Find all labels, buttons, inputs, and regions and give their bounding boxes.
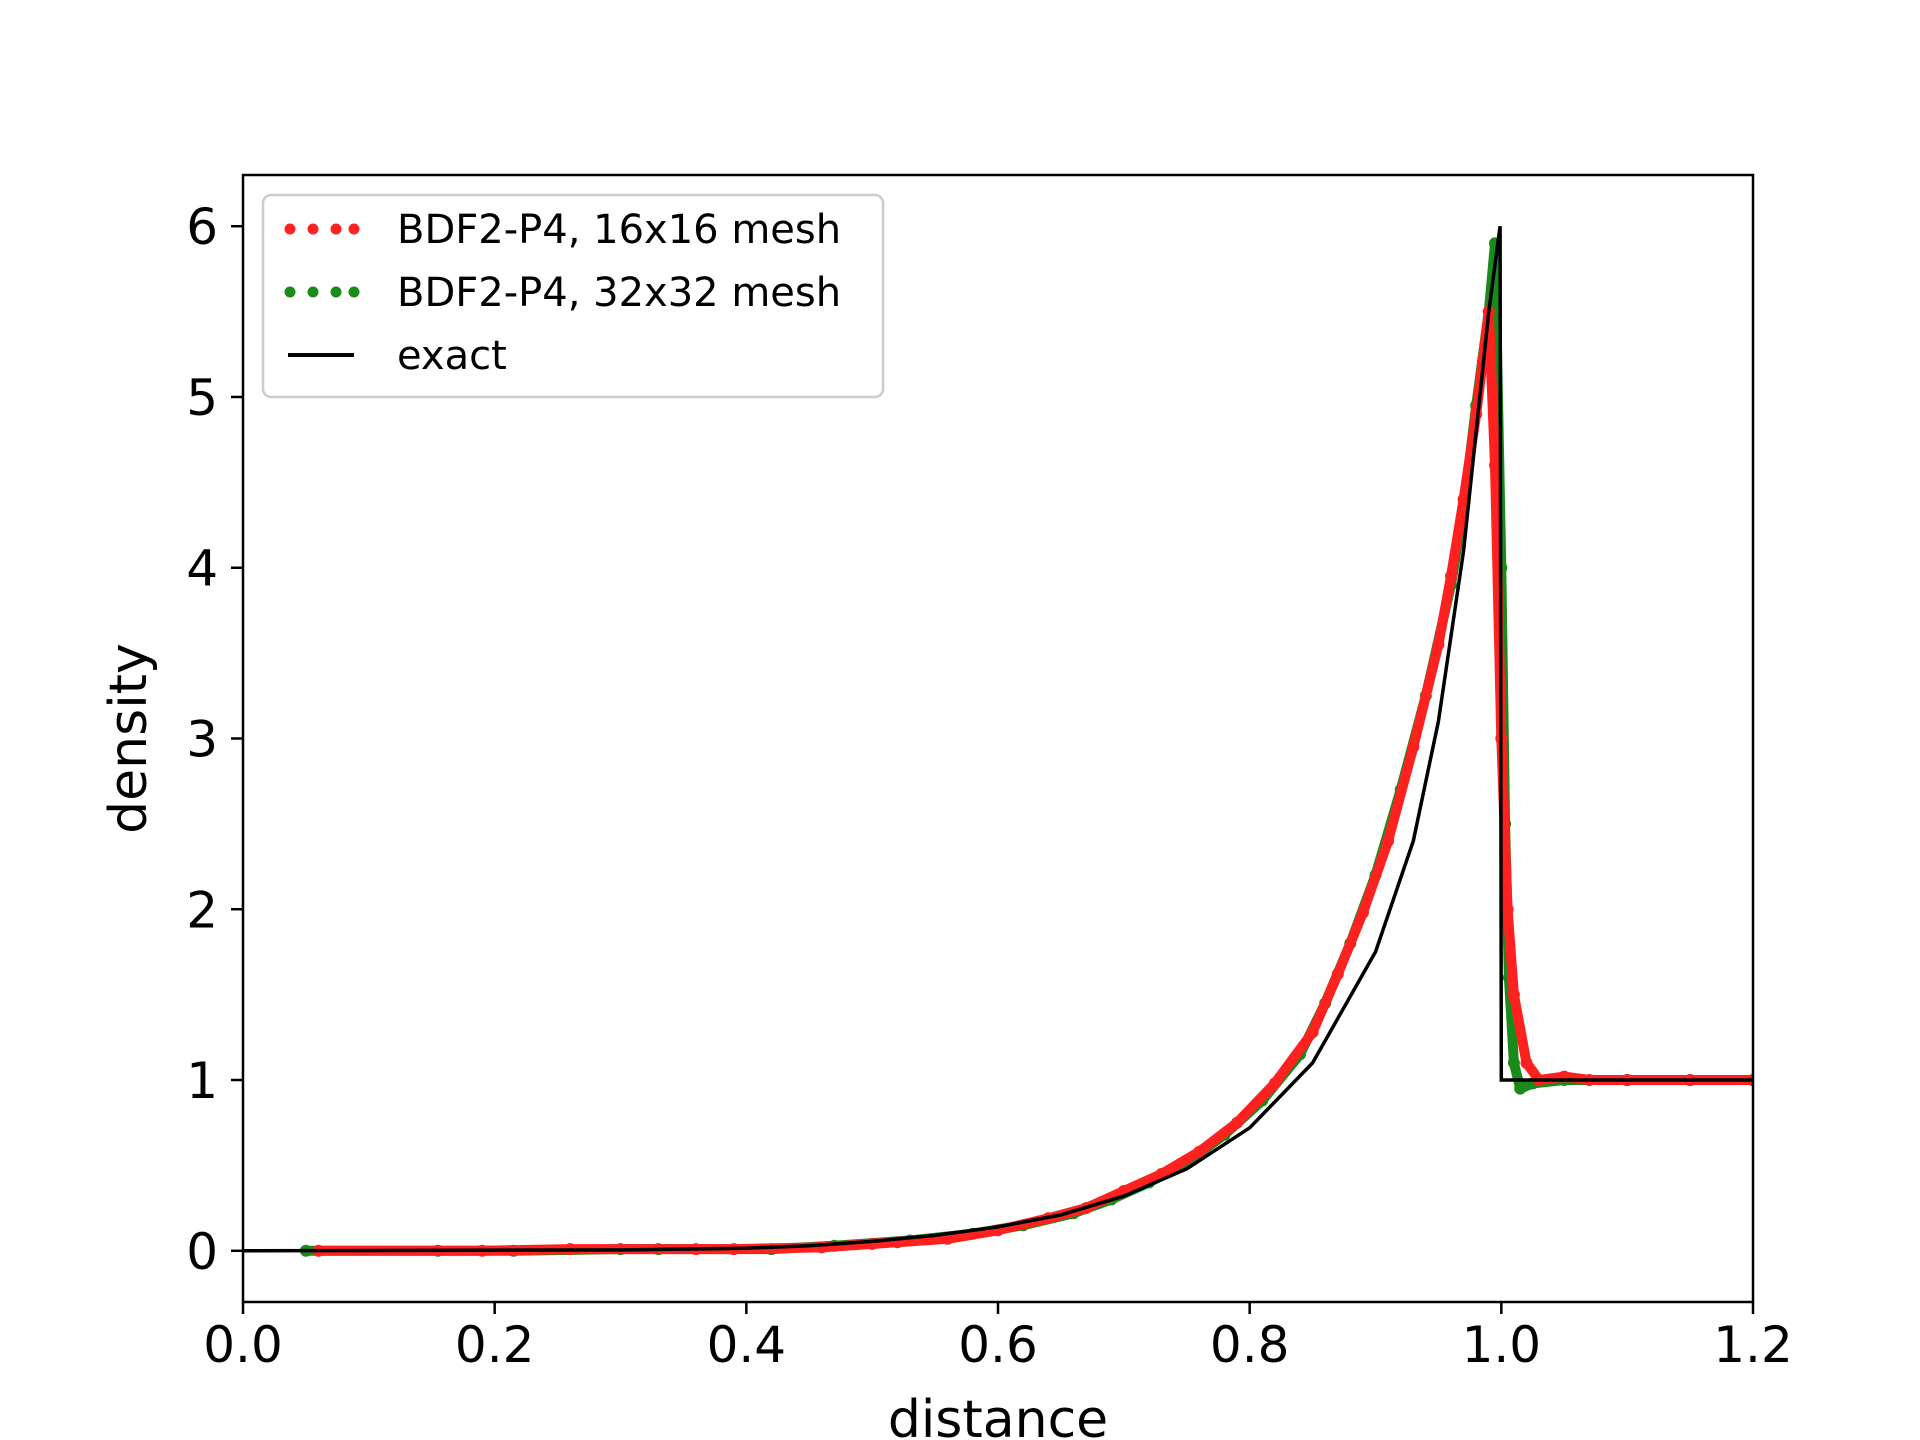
x-tick-label: 0.4 bbox=[707, 1316, 787, 1374]
legend-swatch-dot bbox=[284, 286, 296, 298]
y-tick-label: 6 bbox=[186, 198, 218, 256]
legend-swatch-dot bbox=[330, 286, 342, 298]
data-point bbox=[1457, 493, 1470, 506]
legend-swatch-dot bbox=[307, 223, 319, 235]
data-point bbox=[1356, 906, 1369, 919]
data-point bbox=[1407, 741, 1420, 753]
legend-label: exact bbox=[397, 333, 507, 379]
data-point bbox=[1331, 968, 1344, 981]
legend-swatch-dot bbox=[348, 223, 360, 235]
data-point bbox=[1432, 638, 1445, 651]
legend-swatch-dot bbox=[307, 286, 319, 298]
legend-label: BDF2-P4, 16x16 mesh bbox=[397, 207, 841, 253]
exact-line bbox=[243, 225, 1753, 1253]
series-exact bbox=[243, 225, 1753, 1253]
y-tick-label: 2 bbox=[186, 881, 218, 939]
y-tick-label: 0 bbox=[186, 1223, 218, 1281]
data-point bbox=[1306, 1026, 1319, 1039]
data-point bbox=[1382, 835, 1395, 847]
legend-swatch-dot bbox=[330, 223, 342, 235]
data-point bbox=[1231, 1116, 1244, 1129]
series-layer bbox=[243, 225, 1753, 1257]
x-tick-label: 1.0 bbox=[1462, 1316, 1542, 1374]
data-point bbox=[1520, 1056, 1533, 1069]
legend-label: BDF2-P4, 32x32 mesh bbox=[397, 270, 841, 316]
y-tick-label: 3 bbox=[186, 711, 218, 769]
x-tick-label: 0.0 bbox=[203, 1316, 283, 1374]
data-point bbox=[1507, 988, 1520, 1001]
x-axis-label: distance bbox=[888, 1390, 1108, 1440]
data-point bbox=[1507, 1056, 1520, 1069]
x-tick-label: 0.6 bbox=[958, 1316, 1038, 1374]
data-point bbox=[1514, 1082, 1527, 1095]
legend-box bbox=[261, 193, 885, 399]
legend-swatch-dot bbox=[348, 286, 360, 298]
x-tick-label: 0.8 bbox=[1210, 1316, 1290, 1374]
y-axis-label: density bbox=[99, 643, 159, 834]
data-point bbox=[1489, 459, 1501, 472]
legend-swatch-dot bbox=[284, 223, 296, 235]
y-tick-label: 4 bbox=[186, 540, 218, 598]
tick-layer: 0.0 0.2 0.4 0.6 0.8 1.0 1.2 0 1 2 3 4 5 6 bbox=[186, 198, 1793, 1374]
x-tick-label: 1.2 bbox=[1713, 1316, 1793, 1374]
y-tick-label: 1 bbox=[186, 1052, 218, 1110]
data-point bbox=[1501, 903, 1514, 916]
data-point bbox=[1445, 570, 1457, 583]
data-point bbox=[1193, 1145, 1206, 1158]
legend: BDF2-P4, 16x16 mesh BDF2-P4, 32x32 mesh ex… bbox=[261, 193, 885, 399]
x-tick-label: 0.2 bbox=[455, 1316, 535, 1374]
y-tick-label: 5 bbox=[186, 369, 218, 427]
data-point bbox=[1268, 1077, 1281, 1090]
